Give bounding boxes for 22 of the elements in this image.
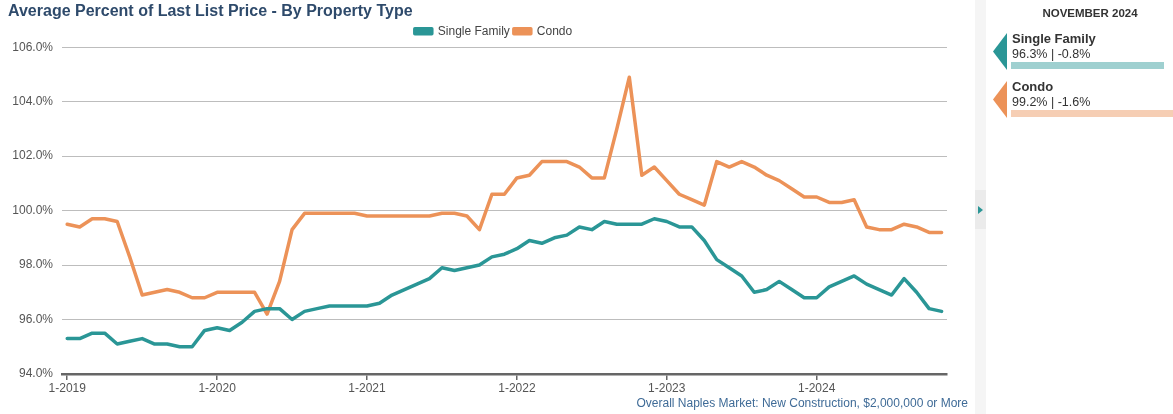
y-tick-label: 96.0%	[18, 311, 54, 326]
y-tick-label: 102.0%	[12, 148, 54, 163]
legend-label: Single Family	[437, 23, 510, 38]
text: Condo	[1012, 79, 1054, 94]
x-tick-label: 1-2022	[498, 380, 536, 395]
legend-label: Condo	[536, 23, 573, 38]
x-tick-label: 1-2020	[198, 380, 237, 395]
text: NOVEMBER 2024	[1041, 7, 1139, 19]
x-tick-label: 1-2021	[348, 380, 387, 395]
text: 99.2% | -1.6%	[1012, 95, 1091, 110]
chart-title: Average Percent of Last List Price - By Property Type	[8, 2, 413, 20]
y-tick-label: 98.0%	[18, 257, 54, 272]
y-tick-label: 100.0%	[12, 202, 54, 217]
text: Overall Naples Market: New Construction, $2,000,000 or More	[636, 396, 969, 410]
y-tick-label: 106.0%	[12, 39, 54, 54]
y-tick-label: 104.0%	[12, 93, 54, 108]
text: Single Family	[1012, 31, 1096, 46]
x-tick-label: 1-2024	[797, 380, 836, 395]
x-tick-label: 1-2019	[48, 380, 87, 395]
y-tick-label: 94.0%	[18, 366, 54, 381]
x-tick-label: 1-2023	[648, 380, 686, 395]
text: 96.3% | -0.8%	[1012, 47, 1091, 62]
